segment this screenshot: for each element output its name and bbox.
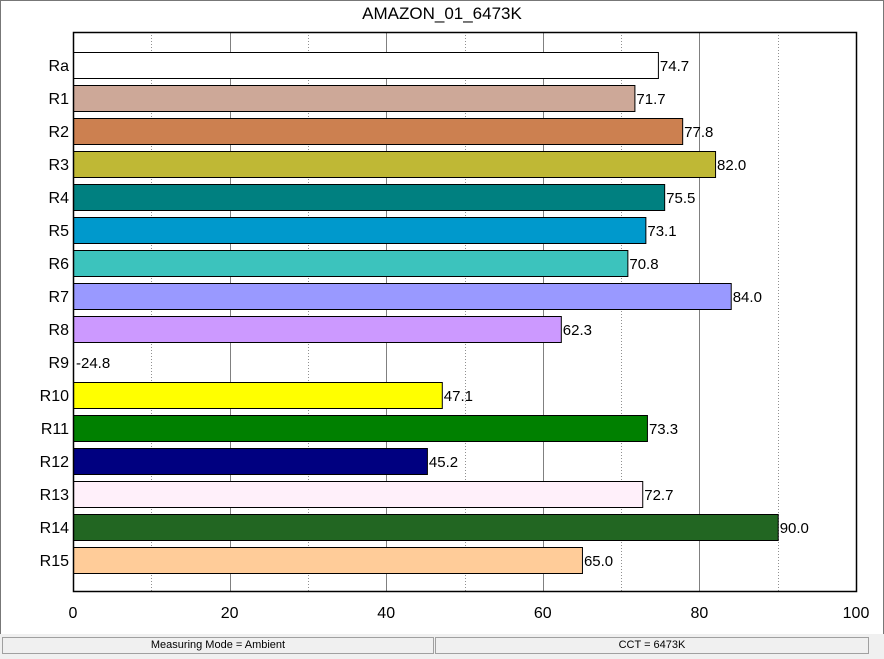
bar	[73, 151, 717, 178]
bar	[73, 85, 636, 112]
status-measuring-mode: Measuring Mode = Ambient	[2, 637, 434, 654]
category-label: R12	[40, 454, 69, 471]
category-label: Ra	[49, 58, 70, 75]
status-cct: CCT = 6473K	[435, 637, 869, 654]
bar	[73, 118, 684, 145]
data-label: 72.7	[644, 487, 673, 504]
category-label: R10	[40, 388, 69, 405]
category-label: R3	[49, 157, 70, 174]
plot-border	[72, 31, 858, 593]
bar	[73, 514, 779, 541]
data-label: 73.1	[647, 223, 676, 240]
bar	[73, 481, 644, 508]
data-label: 75.5	[666, 190, 695, 207]
bar	[73, 283, 732, 310]
category-label: R14	[40, 520, 69, 537]
bar	[73, 448, 428, 475]
bar	[73, 184, 666, 211]
x-tick-label: 80	[691, 605, 709, 622]
bar	[73, 415, 648, 442]
data-label: 70.8	[629, 256, 658, 273]
x-tick-label: 40	[377, 605, 395, 622]
data-label: 65.0	[584, 553, 613, 570]
data-label: 77.8	[684, 124, 713, 141]
data-label: 45.2	[429, 454, 458, 471]
category-label: R9	[49, 355, 70, 372]
x-tick-label: 100	[843, 605, 870, 622]
data-label: 84.0	[733, 289, 762, 306]
bar	[73, 547, 583, 574]
chart-title: AMAZON_01_6473K	[362, 4, 522, 23]
x-tick-label: 20	[221, 605, 239, 622]
data-label: 62.3	[563, 322, 592, 339]
bar	[73, 52, 659, 79]
data-label: 71.7	[636, 91, 665, 108]
bar	[73, 316, 562, 343]
category-label: R7	[49, 289, 70, 306]
bar-chart: Ra 74.7 R1 71.7 R2 77.8 R3 82.0 R4 75.5 R5 73.1 R6 70…	[40, 31, 870, 622]
category-label: R8	[49, 322, 70, 339]
bar	[73, 217, 647, 244]
data-label: 90.0	[780, 520, 809, 537]
category-label: R15	[40, 553, 69, 570]
category-label: R6	[49, 256, 70, 273]
category-label: R2	[49, 124, 70, 141]
bar	[73, 382, 443, 409]
category-label: R4	[49, 190, 70, 207]
category-label: R5	[49, 223, 70, 240]
category-label: R13	[40, 487, 69, 504]
data-label: 74.7	[660, 58, 689, 75]
category-label: R1	[49, 91, 70, 108]
data-label: 47.1	[444, 388, 473, 405]
bar	[73, 250, 629, 277]
data-label: 82.0	[717, 157, 746, 174]
x-tick-label: 0	[69, 605, 78, 622]
data-label: 73.3	[649, 421, 678, 438]
x-tick-label: 60	[534, 605, 552, 622]
data-label: -24.8	[76, 355, 110, 372]
status-bar: Measuring Mode = Ambient CCT = 6473K	[0, 634, 884, 659]
category-label: R11	[41, 421, 69, 438]
